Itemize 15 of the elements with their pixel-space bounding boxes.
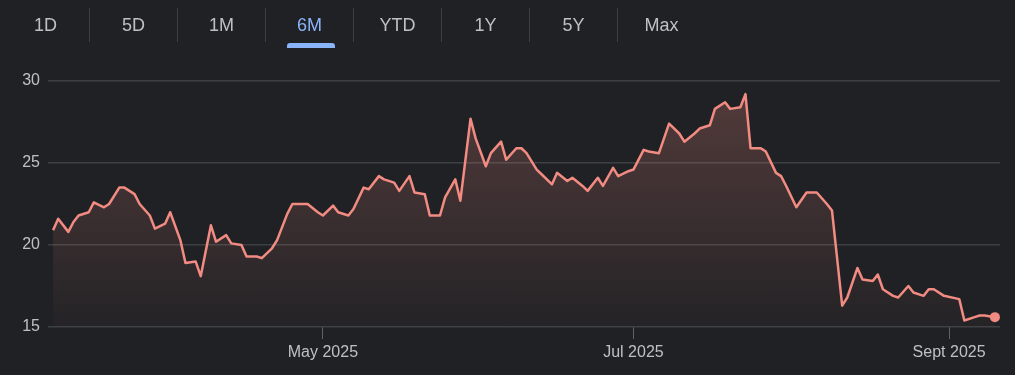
y-tick-label: 15 (22, 317, 41, 335)
text: Max (644, 14, 679, 36)
x-tick-label: Sept 2025 (912, 343, 986, 361)
text: 5D (121, 14, 145, 36)
text: YTD (379, 14, 416, 36)
text: 6M (296, 14, 322, 36)
text: 1Y (474, 14, 497, 36)
text: 1D (33, 14, 57, 36)
y-tick-label: 30 (22, 71, 41, 89)
text: 5Y (562, 14, 585, 36)
x-tick-label: Jul 2025 (603, 343, 664, 361)
y-tick-label: 20 (22, 235, 41, 253)
y-tick-label: 25 (22, 153, 41, 171)
x-tick-label: May 2025 (287, 343, 359, 361)
text: 1M (208, 14, 234, 36)
